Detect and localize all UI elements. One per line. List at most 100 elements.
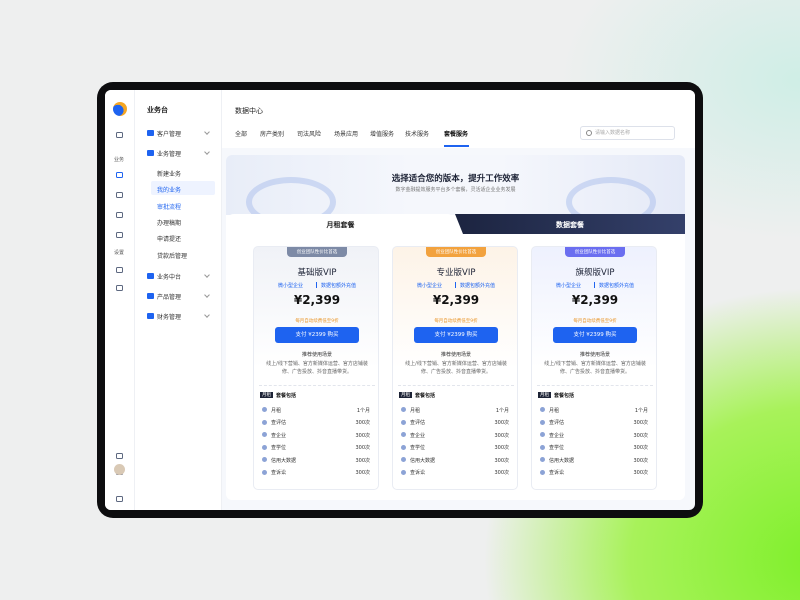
menu-chevron: [204, 149, 210, 155]
includes-title: 套餐包括: [554, 393, 575, 399]
item-value: 300次: [355, 445, 370, 451]
plan-badge: 创业团队性价比首选: [574, 250, 616, 255]
check-icon: [262, 457, 267, 462]
item-value: 300次: [355, 420, 370, 426]
header-tab[interactable]: 房产类别: [260, 131, 285, 138]
buy-button[interactable]: 支付 ¥2399 购买: [414, 327, 498, 343]
menu-item[interactable]: 财务管理: [157, 313, 182, 321]
menu-chevron: [204, 271, 210, 278]
submenu-item[interactable]: 办理稿期: [157, 219, 182, 227]
item-label: 查企业: [271, 432, 287, 439]
side-menu: 业务台 客户管理 业务管理 新建业务 我的业务 审批流程 办理稿期 申请提还 贷款后管理 业务中台…: [135, 90, 222, 510]
plan-card: 创业团队性价比首选 基础版VIP 微小型企业 数据包额外充值 ¥2,399 每月自动续费低…: [253, 246, 379, 490]
nav-icon[interactable]: [116, 192, 123, 198]
plan-tab-label[interactable]: 数据套餐: [556, 221, 584, 229]
search-icon: [586, 130, 592, 136]
divider: [259, 385, 375, 386]
check-icon: [540, 469, 545, 475]
item-label: 信用大数据: [549, 457, 575, 464]
submenu-item[interactable]: 申请提还: [157, 236, 182, 244]
item-label: 月租: [549, 407, 560, 414]
menu-item[interactable]: 产品管理: [157, 293, 182, 301]
menu-item[interactable]: 客户管理: [157, 131, 182, 138]
header-tab[interactable]: 增值服务: [370, 131, 395, 138]
nav-icon[interactable]: [116, 267, 123, 273]
nav-icon[interactable]: [116, 172, 123, 178]
item-value: 300次: [355, 470, 370, 476]
period-tag: 月租: [260, 392, 273, 398]
check-icon: [262, 419, 267, 425]
check-icon: [401, 419, 406, 425]
check-icon: [262, 444, 267, 450]
item-value: 1个月: [356, 407, 370, 414]
nav-icon[interactable]: [116, 132, 123, 138]
header-tab[interactable]: 司法风险: [297, 131, 322, 138]
item-label: 查评估: [549, 420, 565, 426]
plan-tab-label[interactable]: 月租套餐: [326, 221, 355, 229]
header-tab[interactable]: 全部: [235, 131, 248, 138]
tab-underline: [444, 145, 469, 147]
item-label: 月租: [410, 407, 421, 414]
menu-item[interactable]: 业务中台: [157, 273, 182, 281]
search-box[interactable]: 请输入数据名称: [580, 126, 675, 140]
header-tab[interactable]: 技术服务: [405, 131, 430, 138]
divider: [537, 385, 653, 386]
item-label: 月租: [271, 407, 282, 414]
check-icon: [540, 444, 545, 450]
renew-note: 每月自动续费低至9折: [573, 319, 617, 324]
submenu-item[interactable]: 我的业务: [157, 187, 182, 195]
menu-item[interactable]: 业务管理: [157, 151, 182, 158]
avatar: [114, 464, 125, 475]
item-value: 300次: [494, 420, 509, 426]
submenu-item[interactable]: 贷款后管理: [157, 252, 188, 260]
header-tab[interactable]: 套餐服务: [444, 131, 469, 138]
plan-name: 专业版VIP: [436, 268, 476, 278]
search-placeholder: 请输入数据名称: [595, 130, 631, 136]
badge-bg: [565, 247, 625, 257]
plan-tag: 数据包额外充值: [321, 283, 357, 289]
check-icon: [540, 432, 545, 437]
menu-icon: [147, 130, 154, 136]
item-label: 查学位: [410, 445, 426, 451]
menu-chevron: [204, 129, 210, 135]
util-icon[interactable]: [116, 453, 123, 459]
nav-icon[interactable]: [116, 212, 123, 218]
plan-name: 旗舰版VIP: [575, 268, 615, 278]
check-icon: [262, 469, 267, 475]
plan-tab-inactive[interactable]: [455, 214, 685, 234]
item-value: 300次: [494, 470, 509, 476]
item-label: 信用大数据: [271, 457, 297, 464]
scenario-text: 线上/线下营销、官方新媒体运营、官方店铺装修、广告投放、抖音直播带货。: [266, 361, 368, 375]
plan-price: ¥2,399: [293, 293, 341, 307]
check-icon: [540, 407, 545, 412]
check-icon: [262, 407, 267, 412]
buy-button[interactable]: 支付 ¥2399 购买: [553, 327, 637, 343]
header-tab[interactable]: 场景应用: [334, 131, 359, 138]
check-icon: [401, 457, 406, 462]
nav-icon[interactable]: [116, 285, 123, 291]
submenu-item[interactable]: 新建业务: [157, 171, 182, 178]
util-icon[interactable]: [116, 496, 123, 502]
plan-tab-active: [226, 214, 455, 234]
check-icon: [540, 457, 545, 462]
item-label: 查诉讼: [549, 470, 565, 476]
submenu-item[interactable]: 审批流程: [157, 203, 182, 211]
item-label: 查企业: [549, 432, 565, 439]
menu-active-bg: [151, 181, 215, 196]
item-label: 查学位: [549, 445, 565, 451]
buy-button[interactable]: 支付 ¥2399 购买: [275, 327, 359, 343]
renew-note: 每月自动续费低至9折: [434, 319, 478, 324]
item-label: 信用大数据: [410, 457, 436, 464]
nav-icon[interactable]: [116, 232, 123, 238]
item-value: 1个月: [495, 407, 509, 414]
banner-subtitle: 数字金融提效服务平台多个套餐，灵活适企业业务发展: [395, 187, 516, 193]
check-icon: [401, 407, 406, 412]
header: 数据中心 全部 房产类别 司法风险 场景应用 增值服务 技术服务 套餐服务 请输入数据名称: [222, 90, 695, 148]
plan-tag: 微小型企业: [417, 283, 443, 289]
item-value: 300次: [355, 457, 370, 464]
item-value: 300次: [633, 445, 648, 451]
period-tag: 月租: [399, 392, 412, 398]
plan-tag: 微小型企业: [556, 283, 582, 289]
item-label: 查诉讼: [410, 470, 426, 476]
menu-icon: [147, 292, 154, 299]
